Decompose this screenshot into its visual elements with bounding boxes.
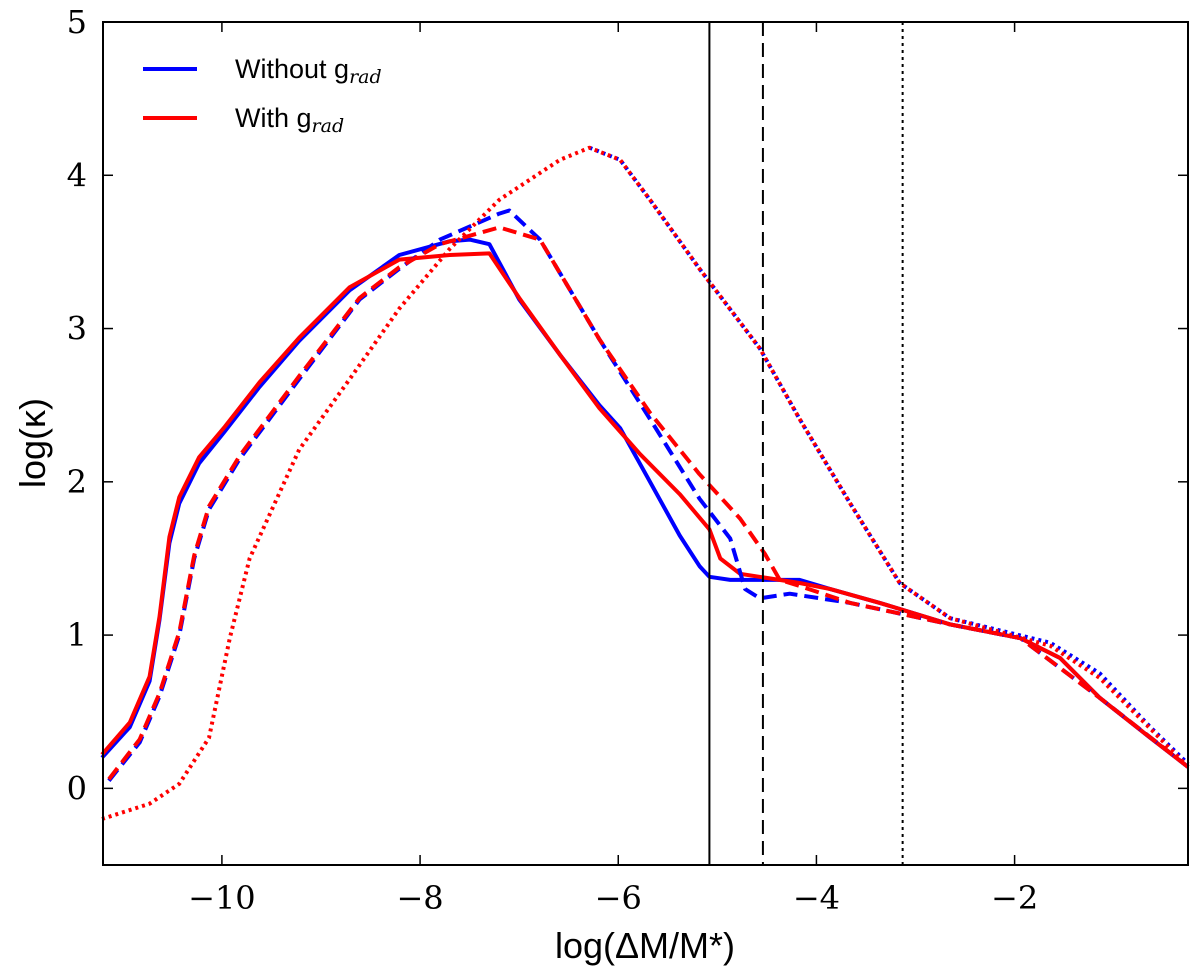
x-tick-label: −4 bbox=[793, 879, 840, 917]
series-line-2 bbox=[107, 208, 1190, 782]
y-tick-label: 3 bbox=[67, 310, 87, 348]
x-tick-label: −2 bbox=[991, 879, 1038, 917]
series-line-5 bbox=[101, 145, 1190, 821]
y-tick-label: 2 bbox=[67, 463, 87, 501]
x-tick-label: −8 bbox=[396, 879, 443, 917]
legend: Without grad With grad bbox=[143, 54, 382, 137]
series-line-4 bbox=[588, 145, 1190, 766]
y-tick-label: 0 bbox=[67, 769, 87, 807]
legend-label-with: With grad bbox=[235, 103, 344, 137]
x-tick-label: −10 bbox=[188, 879, 256, 917]
series-line-0 bbox=[100, 237, 1190, 769]
x-axis-label: log(ΔM/M*) bbox=[555, 925, 735, 966]
y-tick-label: 4 bbox=[67, 156, 87, 194]
y-axis-label: log(κ) bbox=[12, 398, 53, 488]
y-tick-label: 1 bbox=[67, 616, 87, 654]
series-line-1 bbox=[100, 251, 1190, 769]
x-tick-label: −6 bbox=[595, 879, 642, 917]
series-line-3 bbox=[107, 225, 1190, 781]
y-tick-label: 5 bbox=[67, 3, 87, 41]
plot-frame bbox=[102, 21, 1189, 866]
legend-label-without: Without grad bbox=[235, 54, 382, 88]
